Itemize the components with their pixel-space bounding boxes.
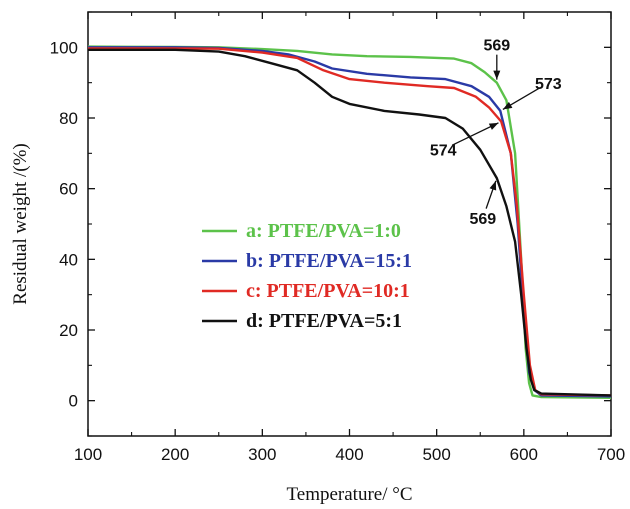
y-axis-title: Residual weight /(%) (10, 143, 31, 304)
annotations: 569 573 574 569 (430, 38, 562, 228)
x-tick-label: 500 (422, 445, 450, 464)
x-tick-label: 300 (248, 445, 276, 464)
annotation-label: 569 (483, 38, 510, 55)
annotation-label: 569 (469, 211, 496, 228)
y-tick-label: 40 (59, 250, 78, 269)
annotation-arrowhead (489, 180, 497, 191)
annotation-arrowhead (502, 101, 513, 110)
annotation-label: 573 (535, 76, 562, 93)
x-axis-title: Temperature/ °C (286, 484, 412, 505)
y-tick-label: 60 (59, 180, 78, 199)
y-tick-label: 80 (59, 109, 78, 128)
legend: a: PTFE/PVA=1:0 b: PTFE/PVA=15:1 c: PTFE/P… (202, 220, 412, 332)
x-tick-label: 200 (161, 445, 189, 464)
legend-label: d: PTFE/PVA=5:1 (246, 310, 402, 332)
x-tick-label: 700 (597, 445, 625, 464)
x-tick-label: 600 (510, 445, 538, 464)
annotation-arrowhead (493, 70, 501, 80)
annotation-arrowhead (488, 122, 499, 130)
tick-labels: 100 200 300 400 500 600 700 0 20 40 60 80 100 (50, 38, 626, 464)
series-line-a (87, 45, 612, 399)
y-tick-label: 0 (69, 392, 78, 411)
legend-label: b: PTFE/PVA=15:1 (246, 250, 412, 272)
annotation-label: 574 (430, 143, 457, 160)
x-tick-label: 400 (335, 445, 363, 464)
legend-label: c: PTFE/PVA=10:1 (246, 280, 410, 302)
x-tick-label: 100 (74, 445, 102, 464)
y-tick-label: 20 (59, 321, 78, 340)
legend-label: a: PTFE/PVA=1:0 (246, 220, 401, 242)
series-line-d (88, 48, 612, 397)
series-line-c (88, 47, 612, 397)
y-tick-label: 100 (50, 38, 78, 57)
series-layer (87, 45, 612, 399)
